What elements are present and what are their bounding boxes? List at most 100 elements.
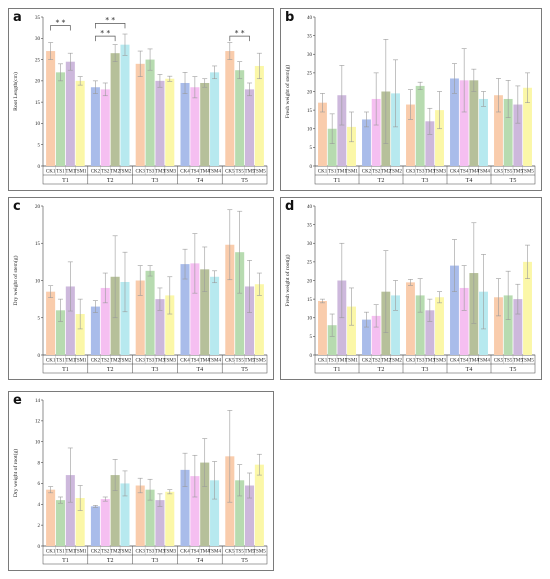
bar-TSM3 bbox=[165, 78, 175, 166]
bar-label-TM2: TM2 bbox=[110, 170, 121, 175]
bar-label-CK5: CK5 bbox=[225, 170, 235, 175]
bar-label-TSM1: TSM1 bbox=[74, 170, 87, 175]
bar-TM4 bbox=[200, 462, 210, 546]
panel-label: c bbox=[13, 199, 21, 214]
y-tick-label: 0 bbox=[310, 165, 313, 170]
bar-TM2 bbox=[110, 53, 120, 166]
bar-label-TSM2: TSM2 bbox=[389, 170, 402, 175]
bar-label-TS1: TS1 bbox=[56, 550, 65, 555]
y-tick-label: 30 bbox=[35, 37, 41, 42]
group-label-T4: T4 bbox=[196, 178, 203, 184]
bar-label-TSM5: TSM5 bbox=[253, 550, 266, 555]
bar-label-CK3: CK3 bbox=[135, 170, 145, 175]
group-label-T2: T2 bbox=[378, 178, 385, 184]
y-tick-label: 10 bbox=[35, 279, 41, 284]
bar-label-TS1: TS1 bbox=[56, 170, 65, 175]
bar-CK2 bbox=[90, 506, 100, 546]
bar-label-TM5: TM5 bbox=[245, 550, 256, 555]
bar-label-CK4: CK4 bbox=[180, 170, 190, 175]
y-tick-label: 12 bbox=[35, 420, 41, 425]
bar-label-TS2: TS2 bbox=[372, 359, 381, 364]
bar-TSM4 bbox=[210, 480, 220, 546]
y-tick-label: 30 bbox=[307, 242, 313, 247]
y-tick-label: 35 bbox=[35, 16, 41, 21]
bar-label-TS5: TS5 bbox=[504, 359, 513, 364]
y-tick-label: 0 bbox=[38, 354, 41, 359]
bar-CK5 bbox=[494, 95, 503, 166]
y-tick-label: 20 bbox=[35, 80, 41, 85]
chart-d: d Fresh weight of root(g) 0 5 10 15 20 25 30 35 40… bbox=[284, 199, 536, 374]
group-label-T4: T4 bbox=[466, 367, 473, 373]
y-tick-label: 15 bbox=[307, 298, 313, 303]
y-tick-label: 40 bbox=[307, 205, 313, 210]
bar-label-TS3: TS3 bbox=[146, 550, 155, 555]
bar-CK1 bbox=[46, 291, 56, 355]
bar-label-TS4: TS4 bbox=[460, 170, 469, 175]
bar-label-CK1: CK1 bbox=[46, 359, 56, 364]
group-label-T3: T3 bbox=[422, 367, 429, 373]
bar-TSM1 bbox=[75, 314, 85, 355]
bar-TS5 bbox=[235, 480, 245, 546]
bar-label-TSM1: TSM1 bbox=[345, 170, 358, 175]
bar-TSM5 bbox=[254, 284, 264, 355]
bar-TS5 bbox=[235, 70, 245, 166]
group-label-T1: T1 bbox=[334, 367, 341, 373]
bar-TS1 bbox=[327, 128, 337, 166]
bar-TS3 bbox=[415, 295, 425, 355]
bar-label-TM1: TM1 bbox=[65, 550, 76, 555]
bar-label-TSM4: TSM4 bbox=[208, 550, 221, 555]
bar-label-TS1: TS1 bbox=[56, 359, 65, 364]
y-tick-label: 4 bbox=[38, 503, 41, 508]
significance-marker: * * bbox=[56, 18, 66, 26]
bar-label-TM4: TM4 bbox=[469, 359, 480, 364]
y-tick-label: 5 bbox=[38, 317, 41, 322]
bar-label-TS3: TS3 bbox=[416, 170, 425, 175]
bar-TSM5 bbox=[254, 65, 264, 166]
bar-TM3 bbox=[155, 500, 165, 546]
bar-label-TSM5: TSM5 bbox=[253, 359, 266, 364]
bar-TSM1 bbox=[347, 306, 356, 355]
bar-label-CK5: CK5 bbox=[225, 359, 235, 364]
panel-b: b Fresh weight of stem(g) 0 5 10 15 20 25 30 35 40… bbox=[280, 8, 542, 191]
group-label-T4: T4 bbox=[466, 178, 473, 184]
bar-label-TSM3: TSM3 bbox=[163, 550, 176, 555]
bar-label-TM3: TM3 bbox=[425, 170, 436, 175]
group-label-T2: T2 bbox=[107, 558, 114, 564]
bar-CK2 bbox=[90, 306, 100, 355]
bar-TM5 bbox=[513, 104, 523, 166]
panel-label: b bbox=[285, 10, 294, 25]
bar-label-TM2: TM2 bbox=[110, 359, 121, 364]
bar-TSM3 bbox=[165, 295, 175, 355]
panel-d: d Fresh weight of root(g) 0 5 10 15 20 25 30 35 40… bbox=[280, 197, 542, 380]
group-label-T1: T1 bbox=[334, 178, 341, 184]
group-label-T2: T2 bbox=[107, 178, 114, 184]
bar-TS5 bbox=[503, 98, 513, 166]
bar-label-CK5: CK5 bbox=[225, 550, 235, 555]
bar-TM5 bbox=[245, 485, 255, 546]
group-label-T5: T5 bbox=[510, 178, 517, 184]
bar-label-TS3: TS3 bbox=[146, 359, 155, 364]
significance-marker: * * bbox=[100, 29, 110, 37]
bar-label-TM4: TM4 bbox=[200, 359, 211, 364]
bar-label-TM3: TM3 bbox=[155, 170, 166, 175]
bar-TS5 bbox=[503, 295, 513, 355]
bar-TS3 bbox=[145, 489, 155, 546]
y-tick-label: 5 bbox=[310, 146, 313, 151]
bar-label-TSM1: TSM1 bbox=[74, 550, 87, 555]
bar-label-CK2: CK2 bbox=[362, 359, 372, 364]
bar-TS2 bbox=[100, 89, 110, 166]
group-label-T1: T1 bbox=[62, 558, 69, 564]
group-label-T3: T3 bbox=[152, 178, 159, 184]
bar-label-TS5: TS5 bbox=[236, 550, 245, 555]
bar-label-TSM3: TSM3 bbox=[163, 170, 176, 175]
bar-CK1 bbox=[318, 300, 327, 355]
bar-TSM2 bbox=[120, 483, 130, 546]
y-tick-label: 20 bbox=[35, 205, 41, 210]
bar-CK3 bbox=[135, 63, 145, 167]
bar-TS4 bbox=[459, 80, 469, 166]
bar-label-TS2: TS2 bbox=[101, 170, 110, 175]
bar-label-TM5: TM5 bbox=[245, 359, 256, 364]
bar-TM1 bbox=[65, 286, 75, 355]
panel-c: c Dry weight of stem(g) 0 5 10 15 20 T1 CK1 TS1 TM… bbox=[8, 197, 274, 380]
bar-CK3 bbox=[406, 282, 415, 355]
